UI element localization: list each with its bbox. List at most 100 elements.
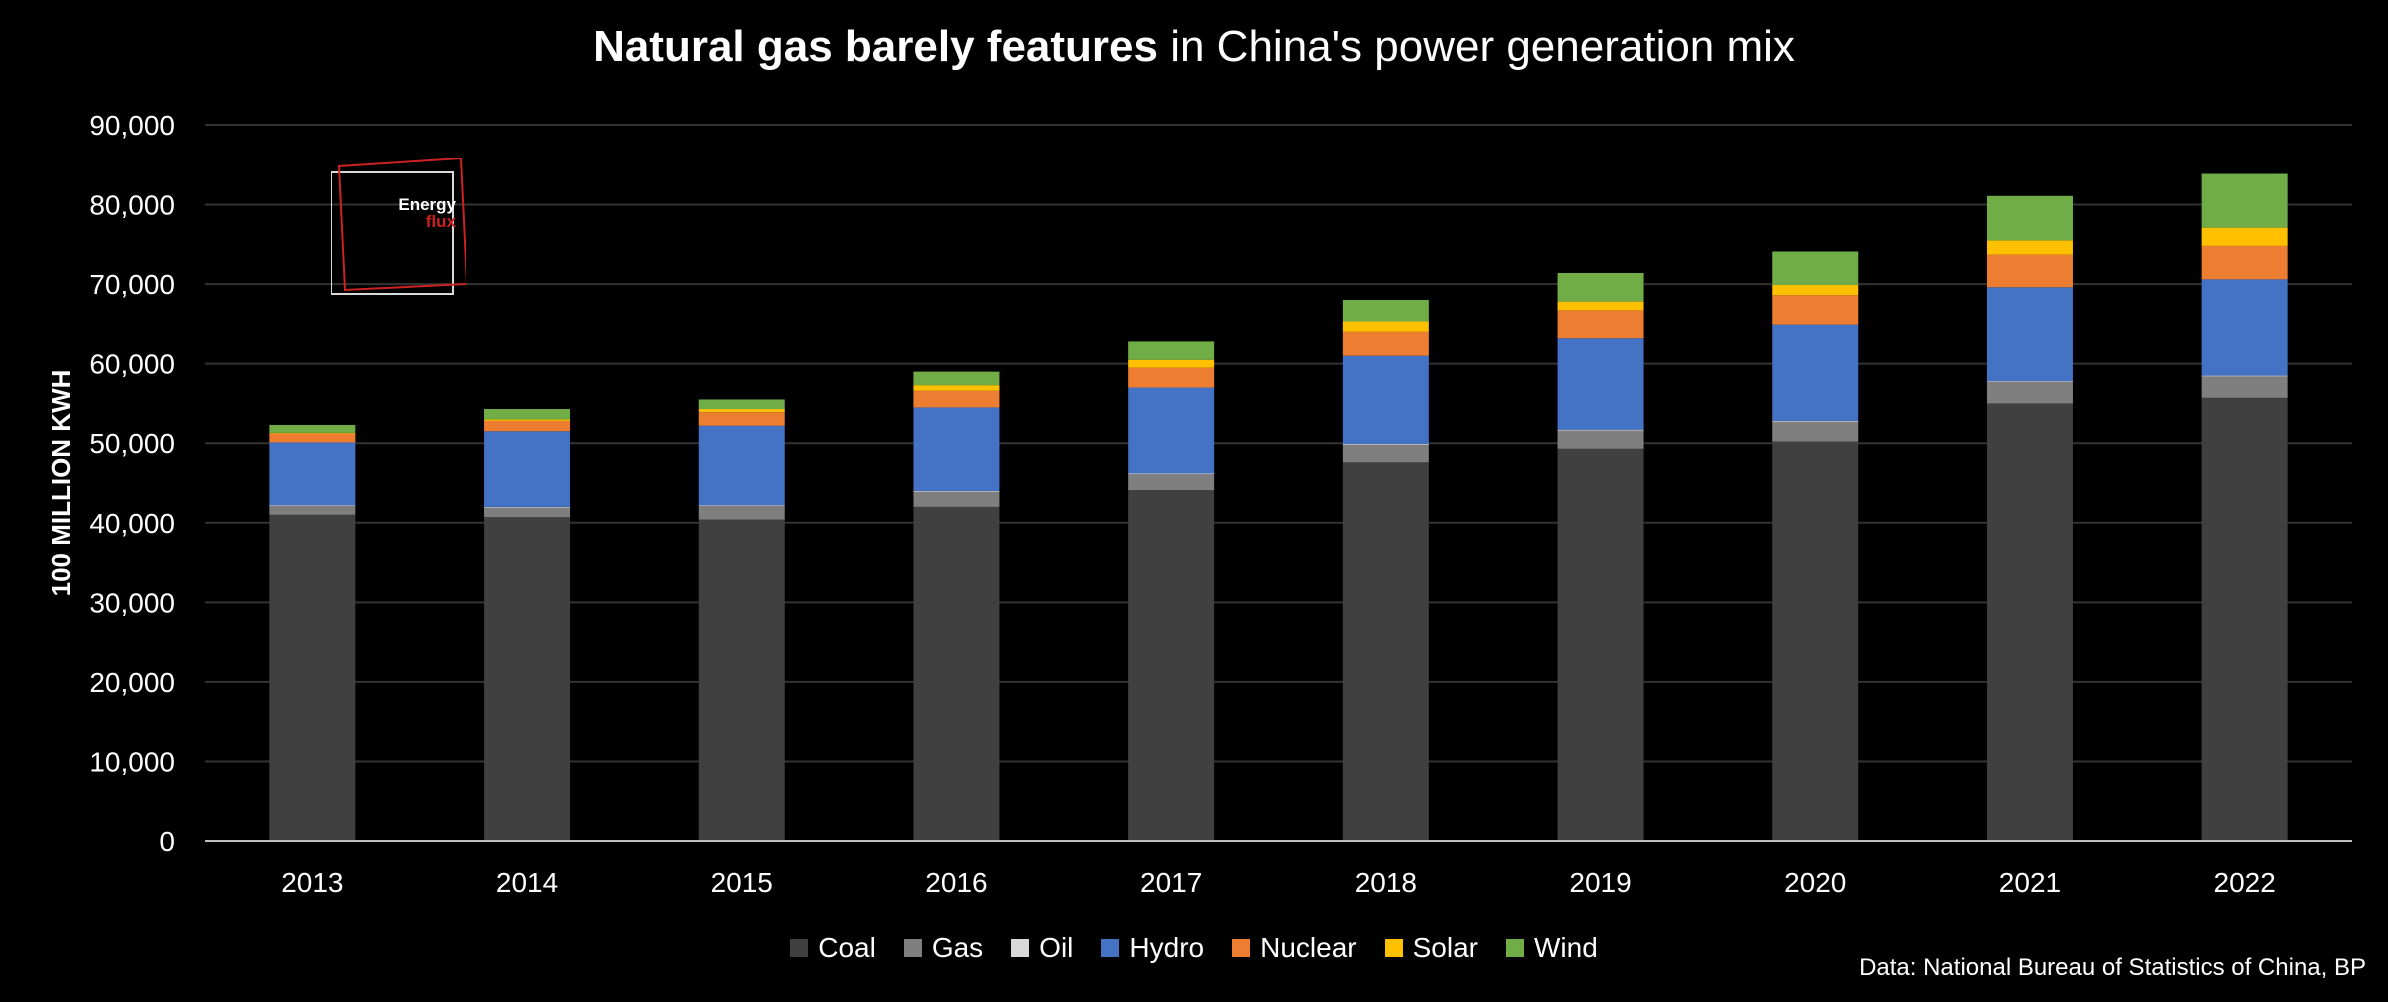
bar-segment-oil — [1986, 381, 2073, 382]
bar-segment-solar — [2201, 227, 2288, 246]
legend-swatch — [903, 939, 922, 957]
bar-segment-wind — [2201, 173, 2288, 228]
x-tick-label: 2013 — [281, 867, 343, 898]
y-tick-label: 70,000 — [89, 269, 175, 300]
legend-label: Nuclear — [1260, 932, 1357, 963]
chart-title-rest: in China's power generation mix — [1157, 22, 1795, 71]
bar-segment-gas — [1986, 381, 2073, 404]
bar-segment-coal — [698, 519, 785, 841]
legend-item-gas: Gas — [903, 932, 984, 964]
legend: Coal Gas Oil Hydro Nuclear Solar Wind — [0, 932, 2388, 964]
bar-segment-wind — [698, 399, 785, 410]
legend-swatch — [1384, 939, 1403, 957]
y-tick-label: 80,000 — [89, 190, 175, 221]
bar-segment-oil — [1128, 473, 1215, 475]
bar-segment-hydro — [698, 425, 785, 506]
y-tick-label: 0 — [159, 826, 175, 857]
bar-segment-nuclear — [269, 433, 356, 443]
bar-segment-solar — [698, 409, 785, 413]
bar-segment-solar — [913, 385, 1000, 391]
bar-segment-hydro — [1986, 287, 2073, 382]
bar-segment-hydro — [913, 407, 1000, 491]
logo-word-flux: flux — [425, 212, 456, 231]
y-tick-label: 60,000 — [89, 349, 175, 380]
legend-label: Oil — [1039, 932, 1074, 963]
legend-item-wind: Wind — [1505, 932, 1598, 964]
bar-segment-nuclear — [2201, 245, 2288, 280]
bar-segment-oil — [484, 506, 571, 508]
bar-segment-hydro — [2201, 279, 2288, 376]
bar-segment-oil — [269, 505, 356, 507]
bar-segment-solar — [269, 432, 356, 434]
bar-segment-hydro — [1342, 355, 1429, 445]
bar-segment-gas — [484, 507, 571, 518]
bar-segment-coal — [1128, 490, 1215, 841]
y-tick-label: 90,000 — [89, 110, 175, 141]
legend-swatch — [1011, 939, 1030, 957]
legend-swatch — [1101, 939, 1120, 957]
x-tick-label: 2015 — [711, 867, 773, 898]
legend-label: Hydro — [1129, 932, 1205, 963]
x-tick-label: 2014 — [496, 867, 558, 898]
y-axis-label: 100 MILLION KWH — [46, 370, 76, 597]
bar-segment-wind — [1986, 195, 2073, 241]
bar-segment-wind — [269, 424, 356, 433]
logo-word-energy: Energy — [398, 195, 456, 214]
bar-segment-solar — [484, 419, 571, 421]
source-note: Data: National Bureau of Statistics of C… — [1859, 954, 2366, 981]
bar-segment-wind — [913, 371, 1000, 386]
y-tick-label: 50,000 — [89, 428, 175, 459]
bar-segment-nuclear — [484, 420, 571, 432]
bar-segment-nuclear — [913, 390, 1000, 408]
energy-flux-logo: Energy flux — [330, 156, 469, 298]
bar-segment-coal — [2201, 397, 2288, 841]
bar-segment-gas — [698, 506, 785, 520]
bar-segment-wind — [1772, 251, 1859, 285]
y-tick-label: 20,000 — [89, 667, 175, 698]
legend-item-coal: Coal — [790, 932, 876, 964]
legend-item-solar: Solar — [1384, 932, 1478, 964]
legend-swatch — [1505, 939, 1524, 957]
bar-segment-hydro — [1772, 324, 1859, 421]
bar-segment-hydro — [484, 431, 571, 507]
legend-label: Coal — [818, 932, 876, 963]
bar-segment-nuclear — [698, 412, 785, 426]
legend-item-oil: Oil — [1011, 932, 1073, 964]
bar-segment-hydro — [1128, 387, 1215, 474]
x-tick-label: 2019 — [1569, 867, 1631, 898]
bar-segment-oil — [1342, 444, 1429, 445]
bar-segment-wind — [484, 409, 571, 420]
bar-segment-gas — [913, 491, 1000, 507]
bar-segment-solar — [1557, 301, 1644, 311]
bar-segment-gas — [1557, 430, 1644, 449]
x-tick-label: 2021 — [1999, 867, 2061, 898]
bar-segment-gas — [269, 506, 356, 515]
bar-segment-hydro — [1557, 338, 1644, 430]
chart-title-bold: Natural gas barely features — [593, 22, 1158, 71]
bar-segment-coal — [1342, 462, 1429, 841]
x-tick-label: 2022 — [2214, 867, 2276, 898]
bar-segment-coal — [1557, 448, 1644, 841]
bar-segment-oil — [698, 505, 785, 507]
bar-segment-gas — [1772, 421, 1859, 442]
bar-segment-gas — [1342, 444, 1429, 463]
legend-label: Gas — [931, 932, 984, 963]
bar-segment-nuclear — [1772, 295, 1859, 325]
bar-segment-wind — [1342, 300, 1429, 322]
x-tick-label: 2018 — [1355, 867, 1417, 898]
bar-segment-hydro — [269, 442, 356, 506]
chart-title: Natural gas barely features in China's p… — [0, 22, 2388, 72]
bar-segment-oil — [1772, 420, 1859, 422]
bar-segment-coal — [913, 506, 1000, 841]
x-tick-label: 2017 — [1140, 867, 1202, 898]
legend-item-nuclear: Nuclear — [1232, 932, 1357, 964]
legend-item-hydro: Hydro — [1101, 932, 1204, 964]
bar-segment-nuclear — [1986, 254, 2073, 288]
bar-segment-nuclear — [1128, 367, 1215, 388]
bar-segment-coal — [484, 517, 571, 841]
y-tick-label: 10,000 — [89, 746, 175, 777]
bar-segment-solar — [1128, 359, 1215, 368]
legend-label: Solar — [1412, 932, 1478, 963]
legend-swatch — [1232, 939, 1251, 957]
